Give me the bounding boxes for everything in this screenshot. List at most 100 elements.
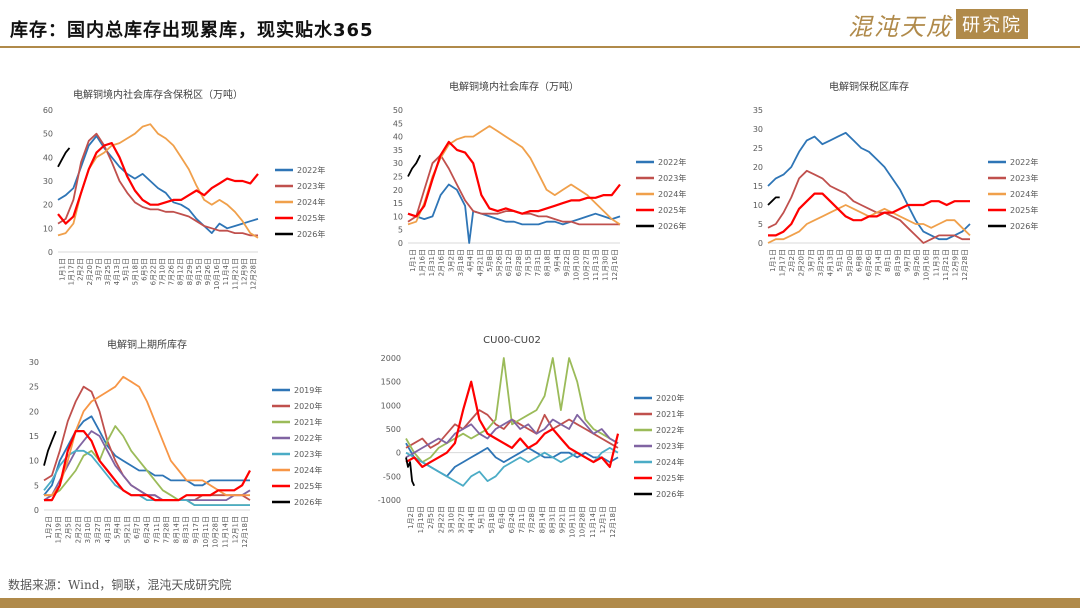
x-tick-label: 4月14日 [468, 506, 476, 533]
x-tick-label: 8月1日 [884, 249, 892, 272]
x-tick-label: 12月28日 [249, 258, 257, 290]
legend-label: 2021年 [656, 409, 684, 419]
x-tick-label: 3月25日 [104, 258, 112, 285]
x-tick-label: 11月30日 [602, 249, 610, 281]
x-tick-label: 9月21日 [558, 506, 566, 533]
logo: 混沌天成 研究院 [848, 8, 1028, 41]
y-tick-label: 45 [393, 119, 403, 128]
x-tick-label: 3月7日 [95, 258, 103, 281]
y-tick-label: 15 [393, 199, 403, 208]
x-tick-label: 12月28日 [961, 249, 969, 281]
x-tick-label: 5月18日 [488, 506, 496, 533]
y-tick-label: 35 [393, 146, 403, 155]
legend-label: 2024年 [1010, 189, 1038, 199]
x-tick-label: 6月22日 [149, 258, 157, 285]
x-tick-label: 12月18日 [609, 506, 617, 538]
legend-label: 2024年 [297, 197, 325, 207]
legend-label: 2024年 [656, 457, 684, 467]
x-tick-label: 11月14日 [221, 516, 229, 548]
x-tick-label: 7月14日 [875, 249, 883, 276]
series-line-2025年 [44, 429, 251, 502]
x-tick-label: 10月28日 [212, 516, 220, 548]
x-tick-label: 7月11日 [518, 506, 526, 533]
x-tick-label: 9月26日 [204, 258, 212, 285]
y-tick-label: 40 [43, 153, 53, 162]
chart-title: 电解铜上期所库存 [107, 338, 187, 351]
x-tick-label: 12月16日 [611, 249, 619, 281]
x-tick-label: 3月10日 [447, 506, 455, 533]
series-line-2021年 [44, 425, 250, 507]
x-tick-label: 7月26日 [168, 258, 176, 285]
x-tick-label: 6月28日 [515, 249, 523, 276]
series-line-2022年 [405, 357, 619, 464]
x-tick-label: 5月21日 [123, 516, 131, 543]
series-line-2025年 [768, 192, 970, 237]
x-tick-label: 1月2日 [407, 506, 415, 529]
chart-title: 电解铜保税区库存 [829, 80, 909, 93]
x-tick-label: 2月5日 [65, 516, 73, 539]
legend-label: 2020年 [294, 401, 322, 411]
x-tick-label: 8月14日 [172, 516, 180, 543]
x-tick-label: 1月16日 [418, 249, 426, 276]
series-line-2022年 [767, 131, 971, 241]
x-tick-label: 10月16日 [923, 249, 931, 281]
y-tick-label: 40 [393, 133, 403, 142]
legend-label: 2024年 [658, 189, 686, 199]
legend-label: 2025年 [297, 213, 325, 223]
series-line-2019年 [43, 415, 250, 496]
legend-label: 2023年 [297, 181, 325, 191]
y-tick-label: -500 [383, 472, 401, 481]
x-tick-label: 9月22日 [563, 249, 571, 276]
x-tick-label: 4月13日 [113, 258, 121, 285]
x-tick-label: 11月21日 [942, 249, 950, 281]
legend-label: 2022年 [297, 165, 325, 175]
x-tick-label: 8月14日 [538, 506, 546, 533]
legend-label: 2023年 [656, 441, 684, 451]
chart-bonded-inventory: 电解铜保税区库存 0 5 10 15 20 25 30 35 1月1日 1月17日 2月2日 2月20日… [753, 80, 1039, 281]
y-tick-label: 0 [34, 506, 39, 515]
x-tick-label: 8月12日 [177, 258, 185, 285]
series-line-2026年 [57, 147, 71, 168]
x-tick-label: 2月2日 [77, 258, 85, 281]
legend-label: 2026年 [658, 221, 686, 231]
x-tick-label: 2月20日 [798, 249, 806, 276]
logo-box: 研究院 [956, 9, 1028, 39]
x-tick-label: 9月15日 [195, 258, 203, 285]
series-line-2023年 [767, 169, 970, 244]
x-tick-label: 6月5日 [140, 258, 148, 281]
x-tick-label: 1月2日 [45, 516, 53, 539]
x-tick-label: 6月26日 [865, 249, 873, 276]
x-tick-label: 4月21日 [476, 249, 484, 276]
x-tick-label: 2月22日 [437, 506, 445, 533]
x-tick-label: 3月25日 [817, 249, 825, 276]
x-tick-label: 3月2日 [447, 249, 455, 272]
series-line-2025年 [407, 140, 621, 218]
x-tick-label: 2月16日 [438, 249, 446, 276]
legend-label: 2020年 [656, 393, 684, 403]
x-tick-label: 9月17日 [192, 516, 200, 543]
legend-label: 2023年 [658, 173, 686, 183]
x-tick-label: 7月31日 [534, 249, 542, 276]
x-tick-label: 4月13日 [827, 249, 835, 276]
x-tick-label: 1月19日 [417, 506, 425, 533]
legend-label: 2022年 [656, 425, 684, 435]
x-tick-label: 12月1日 [599, 506, 607, 533]
x-tick-label: 1月17日 [68, 258, 76, 285]
y-tick-label: 15 [753, 182, 763, 191]
x-tick-label: 11月3日 [932, 249, 940, 276]
y-tick-label: 30 [43, 177, 53, 186]
x-tick-label: 7月15日 [524, 249, 532, 276]
x-tick-label: 10月28日 [579, 506, 587, 538]
series-line-2022年 [57, 135, 259, 235]
series-line-2026年 [405, 457, 416, 487]
y-tick-label: 10 [29, 457, 39, 466]
x-tick-label: 8月19日 [894, 249, 902, 276]
x-tick-label: 7月28日 [528, 506, 536, 533]
legend-label: 2026年 [294, 497, 322, 507]
page-title: 库存：国内总库存出现累库，现实贴水365 [10, 20, 374, 41]
series-line-2023年 [43, 449, 250, 507]
y-tick-label: 0 [398, 239, 403, 248]
x-tick-label: 10月11日 [202, 516, 210, 548]
x-tick-label: 12月9日 [952, 249, 960, 276]
